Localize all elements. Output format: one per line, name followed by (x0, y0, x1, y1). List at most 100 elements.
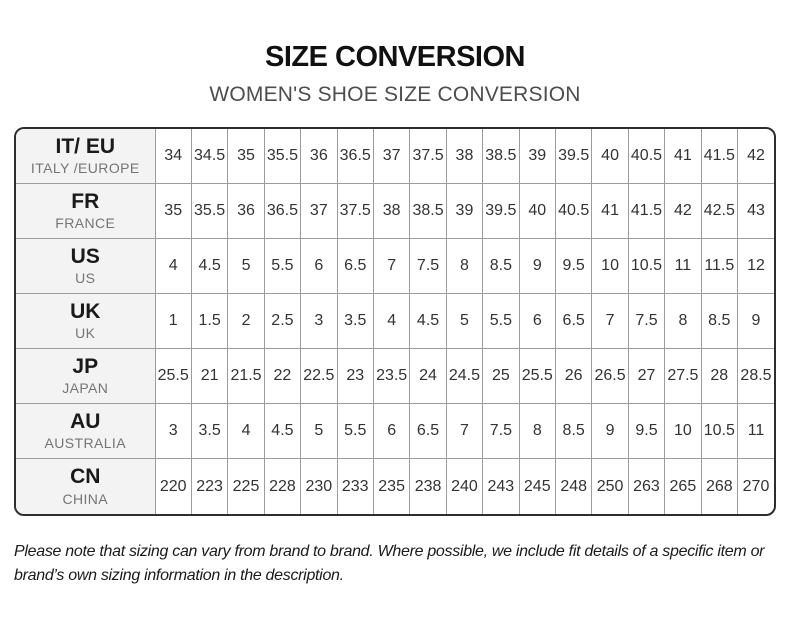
size-cell: 21.5 (227, 348, 265, 405)
size-cell: 7.5 (482, 403, 520, 460)
size-cell: 240 (445, 458, 484, 514)
region-code: UK (70, 300, 101, 324)
size-cell: 270 (737, 458, 774, 514)
size-cell: 9.5 (627, 403, 666, 460)
size-cell: 26.5 (591, 348, 629, 405)
size-cell: 42 (737, 128, 774, 185)
size-cell: 5.5 (263, 238, 302, 295)
size-cell: 6 (518, 293, 556, 350)
size-cell: 37.5 (409, 128, 447, 185)
size-cell: 35 (227, 128, 265, 185)
size-table-body: IT/ EU ITALY /EUROPE 34 34.5 35 35.5 36 36.5 37 3… (16, 128, 774, 514)
size-cell: 4 (227, 403, 265, 460)
region-code: IT/ EU (55, 134, 115, 158)
size-cell: 27.5 (664, 348, 702, 405)
row-header-cell: AU AUSTRALIA (16, 403, 156, 460)
size-cell: 22 (263, 348, 302, 405)
size-cell: 8 (518, 403, 556, 460)
size-cell: 39 (518, 128, 556, 185)
table-row: US US 4 4.5 5 5.5 6 6.5 7 7.5 8 8.5 9 9.5 10 10.5 11 11.5… (16, 238, 774, 295)
size-cell: 245 (518, 458, 556, 514)
size-cell: 35 (154, 183, 192, 240)
size-cell: 10.5 (700, 403, 739, 460)
size-cell: 43 (737, 183, 774, 240)
size-cell: 3.5 (190, 403, 229, 460)
size-cell: 41 (591, 183, 629, 240)
size-cell: 5 (300, 403, 338, 460)
size-cell: 248 (554, 458, 593, 514)
size-cell: 7 (372, 238, 411, 295)
size-cell: 230 (300, 458, 338, 514)
table-row: UK UK 1 1.5 2 2.5 3 3.5 4 4.5 5 5.5 6 6.5 7 7.5 8 8.5 9 (16, 293, 774, 350)
size-cell: 4.5 (409, 293, 447, 350)
page-subtitle: WOMEN'S SHOE SIZE CONVERSION (209, 82, 581, 106)
row-header-cell: CN CHINA (16, 458, 156, 514)
size-cell: 225 (227, 458, 265, 514)
size-cell: 228 (263, 458, 302, 514)
size-cell: 38.5 (482, 128, 520, 185)
region-name: US (75, 270, 96, 287)
size-cell: 40.5 (554, 183, 593, 240)
page-title: SIZE CONVERSION (265, 41, 526, 73)
size-cell: 22.5 (300, 348, 338, 405)
region-name: JAPAN (62, 380, 109, 397)
size-cell: 35.5 (190, 183, 229, 240)
size-cell: 6 (372, 403, 411, 460)
size-cell: 23.5 (372, 348, 411, 405)
size-cell: 1 (154, 293, 192, 350)
size-cell: 7.5 (409, 238, 447, 295)
size-cell: 223 (190, 458, 229, 514)
size-cell: 233 (336, 458, 374, 514)
size-cell: 9.5 (554, 238, 593, 295)
size-cell: 8 (664, 293, 702, 350)
size-cell: 9 (518, 238, 556, 295)
size-cell: 10 (591, 238, 629, 295)
region-name: AUSTRALIA (44, 435, 126, 452)
size-cell: 4.5 (263, 403, 302, 460)
row-header-cell: JP JAPAN (16, 348, 156, 405)
size-cell: 24 (409, 348, 447, 405)
size-cell: 36.5 (263, 183, 302, 240)
table-row: FR FRANCE 35 35.5 36 36.5 37 37.5 38 38.5 39 39.5 40… (16, 183, 774, 240)
size-cell: 7 (591, 293, 629, 350)
size-cell: 8.5 (700, 293, 739, 350)
region-code: FR (71, 190, 100, 214)
size-cell: 38 (372, 183, 411, 240)
size-cell: 9 (737, 293, 774, 350)
size-cell: 250 (591, 458, 629, 514)
size-cell: 220 (154, 458, 192, 514)
size-cell: 8.5 (482, 238, 520, 295)
size-cell: 3.5 (336, 293, 374, 350)
size-cell: 8 (445, 238, 484, 295)
size-cell: 8.5 (554, 403, 593, 460)
size-cell: 263 (627, 458, 666, 514)
size-cell: 9 (591, 403, 629, 460)
footer-note: Please note that sizing can vary from br… (14, 542, 765, 584)
size-cell: 35.5 (263, 128, 302, 185)
size-cell: 5 (445, 293, 484, 350)
region-code: AU (70, 410, 101, 434)
size-cell: 5.5 (482, 293, 520, 350)
size-cell: 40.5 (627, 128, 666, 185)
row-header-cell: IT/ EU ITALY /EUROPE (16, 128, 156, 185)
size-cell: 268 (700, 458, 739, 514)
size-cell: 265 (664, 458, 702, 514)
row-header-cell: US US (16, 238, 156, 295)
size-conversion-table: IT/ EU ITALY /EUROPE 34 34.5 35 35.5 36 36.5 37 3… (16, 128, 774, 514)
size-cell: 6.5 (409, 403, 447, 460)
row-header-cell: FR FRANCE (16, 183, 156, 240)
size-cell: 26 (554, 348, 593, 405)
size-cell: 25.5 (154, 348, 192, 405)
size-cell: 235 (372, 458, 411, 514)
size-cell: 7 (445, 403, 484, 460)
size-cell: 24.5 (445, 348, 484, 405)
size-cell: 39.5 (554, 128, 593, 185)
size-cell: 28 (700, 348, 739, 405)
size-cell: 37 (372, 128, 411, 185)
size-cell: 12 (737, 238, 774, 295)
size-cell: 37.5 (336, 183, 374, 240)
size-cell: 243 (482, 458, 520, 514)
size-cell: 36 (227, 183, 265, 240)
size-cell: 4.5 (190, 238, 229, 295)
